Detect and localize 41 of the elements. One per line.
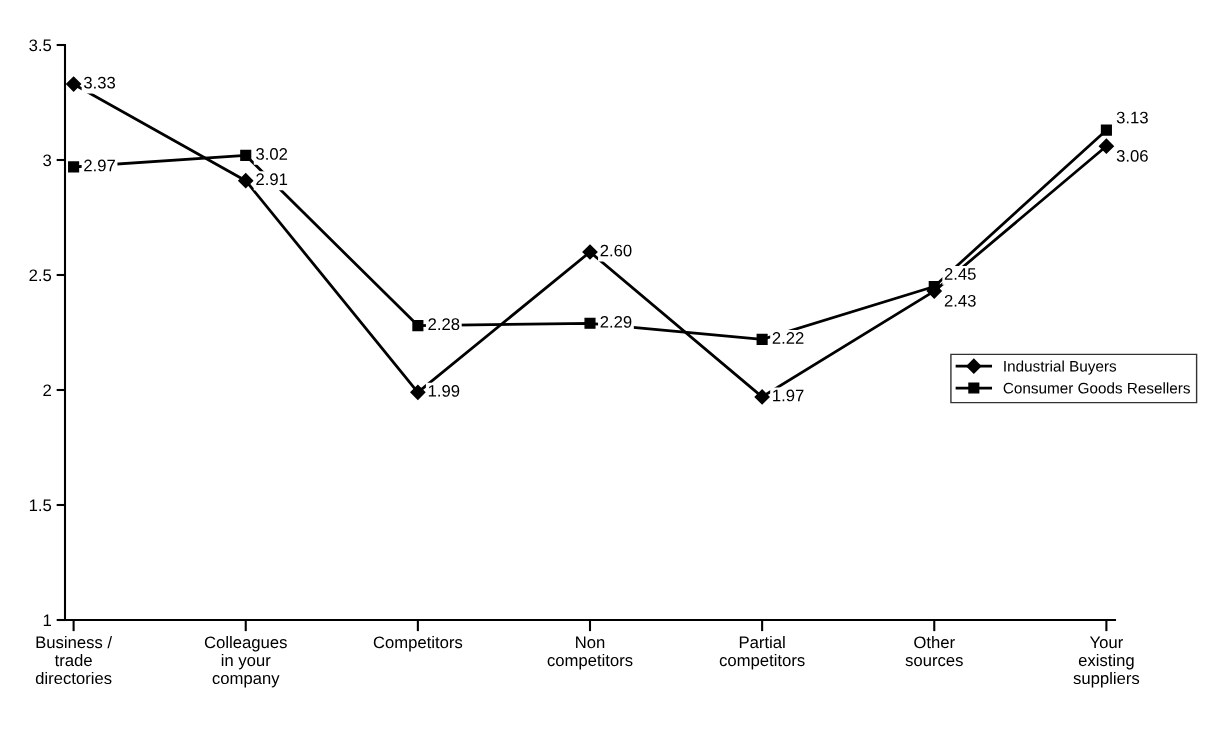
data-label: 2.43 [944,294,976,307]
data-label: 2.60 [600,244,632,257]
x-tick-label: Colleagues in your company [204,635,287,688]
point [754,389,770,405]
point [756,333,768,345]
x-tick-label: Non competitors [547,636,633,670]
point [238,173,254,189]
data-label: 2.28 [428,318,460,331]
y-tick-label: 1 [43,614,51,627]
x-tick-label: Your existing suppliers [1073,636,1140,688]
y-tick-label: 1.5 [29,499,52,512]
data-label: 1.99 [428,384,460,397]
point [410,384,426,400]
x-tick-label: Other sources [905,635,963,667]
legend-label: Consumer Goods Resellers [1003,382,1190,394]
x-tick-label: Business / trade directories [35,635,113,685]
data-label: 3.13 [1116,111,1148,124]
x-tick-label: Partial competitors [719,635,805,670]
data-label: 2.22 [772,332,804,344]
data-label: 2.45 [944,268,976,280]
data-label: 2.97 [84,159,115,172]
point [412,320,424,332]
data-label: 3.02 [256,148,288,160]
data-label: 1.97 [773,389,804,402]
legend-label: Industrial Buyers [1004,360,1117,375]
x-tick-label: Competitors [373,635,463,652]
point [240,149,252,161]
y-tick-label: 3 [43,154,52,167]
y-tick-label: 2 [43,384,51,397]
data-label: 2.91 [256,173,288,186]
point [1098,138,1114,154]
point [582,244,598,260]
data-label: 3.06 [1116,149,1148,162]
y-tick-label: 3.5 [29,39,52,52]
point [66,76,82,92]
data-label: 2.29 [600,315,632,328]
point [584,317,596,329]
point [1100,124,1112,136]
y-tick-label: 2.5 [29,269,52,282]
point [68,161,80,173]
data-label: 3.33 [83,76,116,89]
